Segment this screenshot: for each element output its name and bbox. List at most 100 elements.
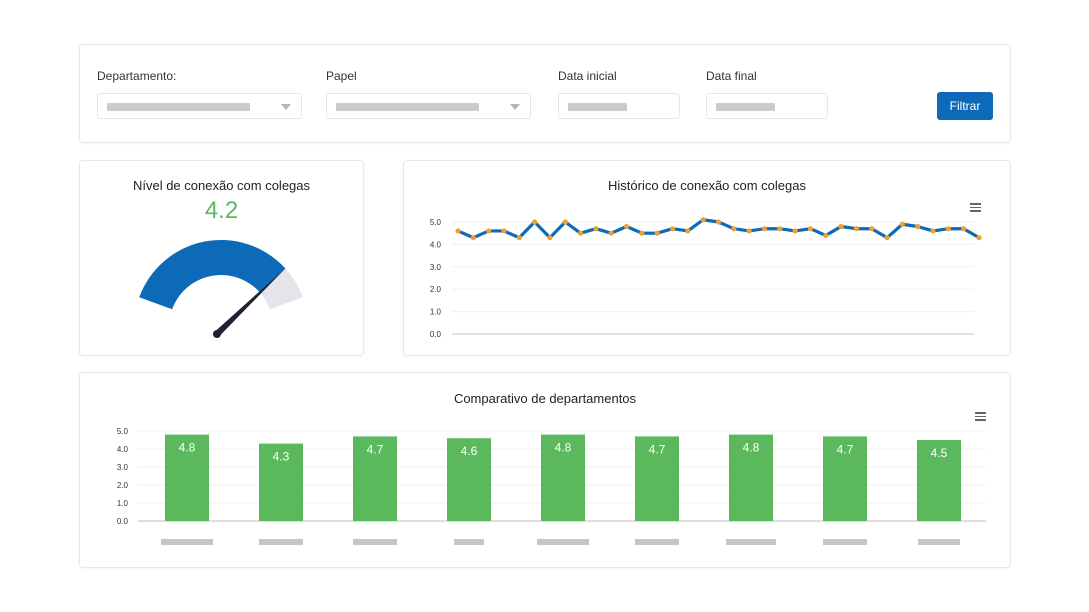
x-label-placeholder (161, 539, 213, 545)
x-label-placeholder (353, 539, 397, 545)
history-line-chart: 0.0 1.0 2.0 3.0 4.0 5.0 (430, 217, 982, 339)
data-point[interactable] (501, 228, 507, 234)
data-point[interactable] (807, 226, 814, 232)
data-point[interactable] (639, 230, 645, 236)
start-date-label: Data inicial (558, 69, 617, 83)
data-point[interactable] (486, 228, 492, 234)
y-tick-label: 0.0 (430, 330, 442, 339)
data-point[interactable] (455, 228, 461, 234)
chevron-down-icon (510, 104, 520, 110)
x-label-placeholder (454, 539, 484, 545)
bar[interactable] (729, 434, 773, 521)
data-point[interactable] (869, 226, 875, 232)
data-point[interactable] (884, 235, 890, 241)
end-date-label: Data final (706, 69, 757, 83)
x-label-placeholder (259, 539, 303, 545)
data-point[interactable] (961, 226, 967, 232)
bar[interactable] (447, 438, 491, 521)
x-label-placeholder (823, 539, 867, 545)
start-date-input[interactable] (558, 93, 680, 119)
y-tick-label: 2.0 (117, 481, 129, 490)
data-point[interactable] (547, 235, 553, 241)
placeholder-bar (336, 103, 479, 111)
data-point[interactable] (853, 226, 860, 232)
bar[interactable] (165, 434, 209, 521)
data-point[interactable] (915, 223, 921, 230)
gauge-title: Nível de conexão com colegas (132, 178, 311, 193)
chevron-down-icon (281, 104, 291, 110)
gauge-needle (214, 266, 287, 337)
data-point[interactable] (654, 230, 660, 236)
bar-value-label: 4.5 (931, 446, 948, 460)
menu-icon[interactable] (970, 203, 981, 212)
bar[interactable] (541, 434, 585, 521)
placeholder-bar (716, 103, 775, 111)
data-point[interactable] (930, 228, 936, 234)
role-select[interactable] (326, 93, 531, 119)
role-label: Papel (326, 69, 357, 83)
data-point[interactable] (516, 235, 522, 241)
data-point[interactable] (685, 228, 691, 234)
compare-title: Comparativo de departamentos (453, 391, 637, 406)
data-point[interactable] (715, 219, 722, 225)
data-point[interactable] (562, 219, 568, 225)
compare-chart-card: Comparativo de departamentos 0.0 1.0 2.0 3.… (79, 372, 1011, 568)
data-point[interactable] (945, 226, 951, 232)
history-title: Histórico de conexão com colegas (608, 178, 806, 193)
y-tick-label: 0.0 (117, 517, 129, 526)
bar-value-label: 4.8 (555, 441, 572, 455)
data-point[interactable] (669, 226, 676, 232)
data-point[interactable] (700, 217, 706, 223)
data-point[interactable] (761, 226, 768, 232)
end-date-input[interactable] (706, 93, 828, 119)
menu-icon[interactable] (975, 412, 986, 421)
y-tick-label: 1.0 (117, 499, 129, 508)
filter-button[interactable]: Filtrar (937, 92, 993, 120)
y-tick-label: 5.0 (117, 427, 129, 436)
data-point[interactable] (608, 230, 614, 236)
department-label: Departamento: (97, 69, 177, 83)
data-point[interactable] (823, 232, 829, 239)
data-point[interactable] (792, 228, 798, 234)
bar[interactable] (259, 443, 303, 521)
bar[interactable] (823, 436, 867, 521)
data-point[interactable] (899, 221, 905, 227)
gauge-card: Nível de conexão com colegas 4.2 (79, 160, 364, 356)
gauge-fill (139, 239, 286, 310)
data-point[interactable] (731, 226, 737, 232)
data-point[interactable] (838, 223, 844, 230)
data-point[interactable] (593, 226, 599, 232)
y-tick-label: 4.0 (117, 445, 129, 454)
x-label-placeholder (635, 539, 679, 545)
y-tick-label: 3.0 (430, 263, 442, 272)
bar-value-label: 4.8 (179, 441, 196, 455)
data-point[interactable] (777, 226, 783, 232)
bar-value-label: 4.6 (461, 444, 478, 458)
x-label-placeholder (726, 539, 776, 545)
placeholder-bar (568, 103, 627, 111)
department-select[interactable] (97, 93, 302, 119)
filter-panel: Departamento: Papel Data inicial Data fi… (79, 44, 1011, 143)
data-point[interactable] (623, 223, 630, 230)
y-tick-label: 2.0 (430, 285, 442, 294)
bar-value-label: 4.8 (743, 441, 760, 455)
bar[interactable] (353, 436, 397, 521)
bar-value-label: 4.7 (367, 442, 384, 456)
y-tick-label: 5.0 (430, 218, 442, 227)
bar-value-label: 4.7 (837, 442, 854, 456)
placeholder-bar (107, 103, 250, 111)
y-tick-label: 4.0 (430, 240, 442, 249)
y-tick-label: 1.0 (430, 308, 442, 317)
gauge-value: 4.2 (204, 197, 239, 224)
y-tick-label: 3.0 (117, 463, 129, 472)
data-point[interactable] (532, 219, 538, 225)
bar[interactable] (635, 436, 679, 521)
bar[interactable] (917, 440, 961, 521)
history-chart-card: Histórico de conexão com colegas 0.0 1.0 2… (403, 160, 1011, 356)
data-point[interactable] (976, 235, 982, 241)
data-point[interactable] (470, 235, 476, 241)
data-point[interactable] (577, 230, 584, 236)
x-label-placeholder (918, 539, 960, 545)
data-point[interactable] (746, 228, 752, 234)
compare-bar-chart: 0.0 1.0 2.0 3.0 4.0 5.0 4.8 4.3 4.7 4.6 4.8 4.7 4.8 4… (117, 427, 986, 545)
